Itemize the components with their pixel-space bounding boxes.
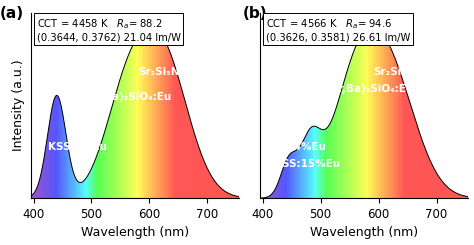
Text: CCT = 4566 K   $R_a$= 94.6
(0.3626, 0.3581) 26.61 lm/W: CCT = 4566 K $R_a$= 94.6 (0.3626, 0.3581… <box>266 17 410 42</box>
Text: KSS:4%Eu: KSS:4%Eu <box>48 142 107 152</box>
Text: CCT = 4458 K   $R_a$= 88.2
(0.3644, 0.3762) 21.04 lm/W: CCT = 4458 K $R_a$= 88.2 (0.3644, 0.3762… <box>37 17 181 42</box>
Text: Sr₂Si₅N₈:Eu: Sr₂Si₅N₈:Eu <box>373 67 438 77</box>
X-axis label: Wavelength (nm): Wavelength (nm) <box>310 226 418 239</box>
Text: Sr₂Si₅N₈:Eu: Sr₂Si₅N₈:Eu <box>138 67 202 77</box>
Y-axis label: Intensity (a.u.): Intensity (a.u.) <box>12 60 25 151</box>
Text: (Sr,Ba)₂SiO₄:Eu: (Sr,Ba)₂SiO₄:Eu <box>327 84 414 94</box>
Text: (Sr,Ba)₂SiO₄:Eu: (Sr,Ba)₂SiO₄:Eu <box>84 93 172 102</box>
Text: KSS:4%Eu: KSS:4%Eu <box>267 142 326 152</box>
Text: (b): (b) <box>243 6 268 21</box>
Text: KSS:15%Eu: KSS:15%Eu <box>274 159 340 169</box>
Text: (a): (a) <box>0 6 23 21</box>
X-axis label: Wavelength (nm): Wavelength (nm) <box>81 226 189 239</box>
